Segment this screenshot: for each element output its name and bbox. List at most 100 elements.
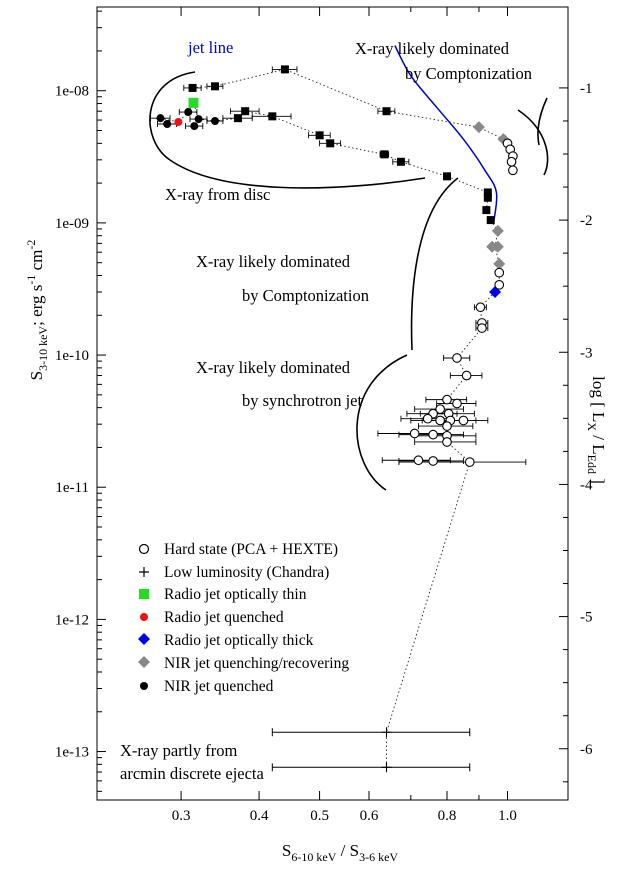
legend-entry-nir-quenching: NIR jet quenching/recovering — [138, 655, 349, 672]
data-point — [188, 83, 197, 92]
y-tick-label: 1e-12 — [55, 612, 89, 628]
data-point — [477, 323, 487, 333]
y2-tick-label: -5 — [580, 610, 593, 626]
legend-marker-dot — [140, 613, 148, 621]
y2-tick-label: -2 — [580, 213, 593, 229]
data-point — [458, 415, 469, 426]
axes: 0.3 0.4 0.5 0.6 0.8 1.0 1e-13 1e-12 1e-11 1e-10 1e… — [55, 6, 593, 824]
data-point — [494, 267, 505, 278]
data-point — [428, 456, 438, 466]
data-point — [380, 150, 389, 159]
legend-entry-radio-thin: Radio jet optically thin — [139, 586, 307, 603]
plot-frame — [96, 6, 569, 801]
data-point — [483, 193, 492, 202]
annotation-synchrotron-2: by synchrotron jet — [242, 391, 362, 410]
svg-text:S6-10 keV / S3-6 keV: S6-10 keV / S3-6 keV — [282, 841, 398, 864]
svg-text:log [ LX / LEdd ]: log [ LX / LEdd ] — [585, 376, 608, 484]
data-point — [211, 117, 220, 126]
data-point — [184, 108, 193, 117]
annotation-disc: X-ray from disc — [165, 185, 270, 204]
data-point — [452, 353, 462, 363]
legend-entry-nir-quenched: NIR jet quenched — [140, 678, 274, 695]
legend-label: NIR jet quenching/recovering — [164, 655, 349, 672]
data-point — [188, 97, 199, 108]
data-point — [491, 224, 504, 237]
data-point — [442, 394, 452, 405]
data-point — [280, 65, 289, 74]
data-point — [482, 206, 491, 215]
region-comptonization-top-boundary — [517, 109, 549, 176]
data-point — [381, 727, 392, 738]
y2-axis-title: log [ LX / LEdd ] — [585, 376, 608, 484]
y2-tick-label: -4 — [580, 477, 593, 493]
data-point — [442, 437, 452, 447]
x-tick-label: 0.6 — [360, 808, 379, 824]
annotation-synchrotron-1: X-ray likely dominated — [196, 358, 351, 377]
y2-tick-label: -3 — [580, 345, 593, 361]
data-point — [428, 429, 438, 440]
x-tick-label: 0.3 — [172, 808, 191, 824]
legend-marker-open-circle — [138, 543, 150, 555]
data-point — [326, 139, 335, 148]
x-axis-title: S6-10 keV / S3-6 keV — [282, 841, 398, 864]
legend-label: Radio jet quenched — [164, 609, 284, 626]
legend-label: Radio jet optically thin — [164, 586, 307, 603]
data-point — [174, 117, 183, 126]
data-point — [461, 370, 472, 381]
x-tick-label: 0.8 — [438, 808, 457, 824]
x-tick-label: 0.4 — [250, 808, 269, 824]
annotation-comptonization-mid-1: X-ray likely dominated — [196, 252, 351, 271]
annotation-jet-line: jet line — [187, 38, 233, 57]
data-point — [452, 398, 462, 409]
data-point — [435, 415, 445, 426]
data-point — [381, 762, 392, 773]
legend-marker-diamond — [138, 633, 150, 645]
legend-entry-radio-quenched: Radio jet quenched — [140, 609, 284, 626]
data-point — [211, 82, 220, 91]
y2-tick-label: -1 — [580, 81, 593, 97]
legend-marker-diamond — [138, 656, 150, 668]
annotation-comptonization-mid-2: by Comptonization — [242, 286, 369, 305]
data-point — [268, 112, 277, 121]
region-synchrotron-boundary — [356, 354, 408, 491]
region-disc-boundary — [149, 71, 426, 189]
y-axis-title: S3-10 keV; erg s-1 cm-2 — [24, 240, 50, 381]
data-point — [413, 455, 424, 466]
legend-entry-low-luminosity: Low luminosity (Chandra) — [139, 564, 329, 581]
region-comptonization-top-boundary-2 — [537, 97, 548, 146]
y-tick-label: 1e-08 — [55, 84, 89, 100]
y-tick-label: 1e-09 — [55, 216, 89, 232]
y-tick-label: 1e-13 — [55, 745, 89, 761]
x-tick-label: 0.5 — [310, 808, 329, 824]
legend-marker-plus — [139, 567, 149, 577]
data-point — [486, 216, 495, 225]
data-points — [156, 65, 518, 773]
jet-line-curve — [394, 45, 498, 223]
data-point — [382, 107, 391, 116]
data-point — [508, 165, 518, 176]
data-point — [409, 428, 420, 439]
legend-label: NIR jet quenched — [164, 678, 274, 695]
annotation-ejecta-2: arcmin discrete ejecta — [120, 764, 265, 783]
data-point — [233, 114, 242, 123]
data-point — [442, 421, 452, 431]
data-point — [506, 156, 517, 167]
data-point — [493, 257, 506, 270]
data-point — [422, 413, 433, 424]
legend-label: Radio jet optically thick — [164, 632, 314, 649]
y-tick-label: 1e-10 — [55, 348, 89, 364]
annotation-comptonization-top-2: by Comptonization — [405, 64, 532, 83]
data-point — [156, 114, 165, 123]
legend-entry-radio-thick: Radio jet optically thick — [138, 632, 314, 649]
data-point — [241, 107, 250, 116]
data-point — [464, 457, 475, 467]
data-point — [315, 131, 324, 140]
region-comptonization-mid-boundary — [410, 177, 459, 351]
annotation-ejecta-1: X-ray partly from — [120, 741, 237, 760]
legend-entry-hard-state: Hard state (PCA + HEXTE) — [138, 541, 338, 558]
data-point — [483, 188, 492, 197]
data-point — [190, 122, 199, 131]
data-point — [435, 404, 445, 414]
region-boundaries — [149, 45, 549, 491]
